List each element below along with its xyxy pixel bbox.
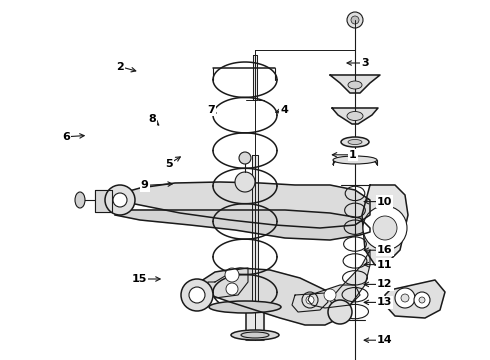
- Circle shape: [105, 185, 135, 215]
- Text: 3: 3: [361, 58, 369, 68]
- Circle shape: [347, 12, 363, 28]
- Polygon shape: [332, 108, 378, 124]
- Ellipse shape: [75, 192, 85, 208]
- Circle shape: [113, 193, 127, 207]
- Text: 8: 8: [148, 114, 156, 124]
- Polygon shape: [362, 185, 408, 265]
- Text: 1: 1: [349, 150, 357, 160]
- Ellipse shape: [241, 332, 269, 338]
- Polygon shape: [253, 55, 257, 100]
- Circle shape: [351, 16, 359, 24]
- Text: 2: 2: [116, 62, 124, 72]
- Text: 9: 9: [141, 180, 148, 190]
- Circle shape: [225, 268, 239, 282]
- Polygon shape: [95, 190, 112, 212]
- Polygon shape: [330, 75, 380, 93]
- Polygon shape: [195, 268, 340, 325]
- Text: 12: 12: [377, 279, 392, 289]
- Circle shape: [419, 297, 425, 303]
- Text: 14: 14: [377, 335, 392, 345]
- Text: 4: 4: [280, 105, 288, 115]
- Polygon shape: [246, 310, 264, 340]
- Text: 5: 5: [165, 159, 173, 169]
- Ellipse shape: [333, 156, 377, 164]
- Text: 7: 7: [207, 105, 215, 115]
- Ellipse shape: [347, 112, 363, 121]
- Circle shape: [306, 296, 314, 304]
- Circle shape: [414, 292, 430, 308]
- Text: 15: 15: [132, 274, 147, 284]
- Circle shape: [401, 294, 409, 302]
- Polygon shape: [330, 250, 370, 310]
- Polygon shape: [385, 280, 445, 318]
- Circle shape: [324, 289, 336, 301]
- Ellipse shape: [341, 137, 369, 147]
- Polygon shape: [115, 210, 370, 240]
- Polygon shape: [292, 293, 328, 312]
- Text: 16: 16: [377, 245, 392, 255]
- Polygon shape: [208, 268, 248, 298]
- Circle shape: [239, 152, 251, 164]
- Text: 13: 13: [377, 297, 392, 307]
- Ellipse shape: [231, 330, 279, 340]
- Circle shape: [328, 300, 352, 324]
- Circle shape: [226, 283, 238, 295]
- Circle shape: [373, 216, 397, 240]
- Text: 10: 10: [377, 197, 392, 207]
- Ellipse shape: [348, 140, 362, 144]
- Text: 11: 11: [377, 260, 392, 270]
- Polygon shape: [252, 155, 258, 310]
- Circle shape: [181, 279, 213, 311]
- Polygon shape: [115, 182, 370, 228]
- Ellipse shape: [348, 81, 362, 89]
- Circle shape: [395, 288, 415, 308]
- Circle shape: [363, 206, 407, 250]
- Circle shape: [235, 172, 255, 192]
- Text: 6: 6: [62, 132, 70, 142]
- Circle shape: [189, 287, 205, 303]
- Ellipse shape: [209, 301, 281, 313]
- Circle shape: [302, 292, 318, 308]
- Polygon shape: [308, 285, 360, 308]
